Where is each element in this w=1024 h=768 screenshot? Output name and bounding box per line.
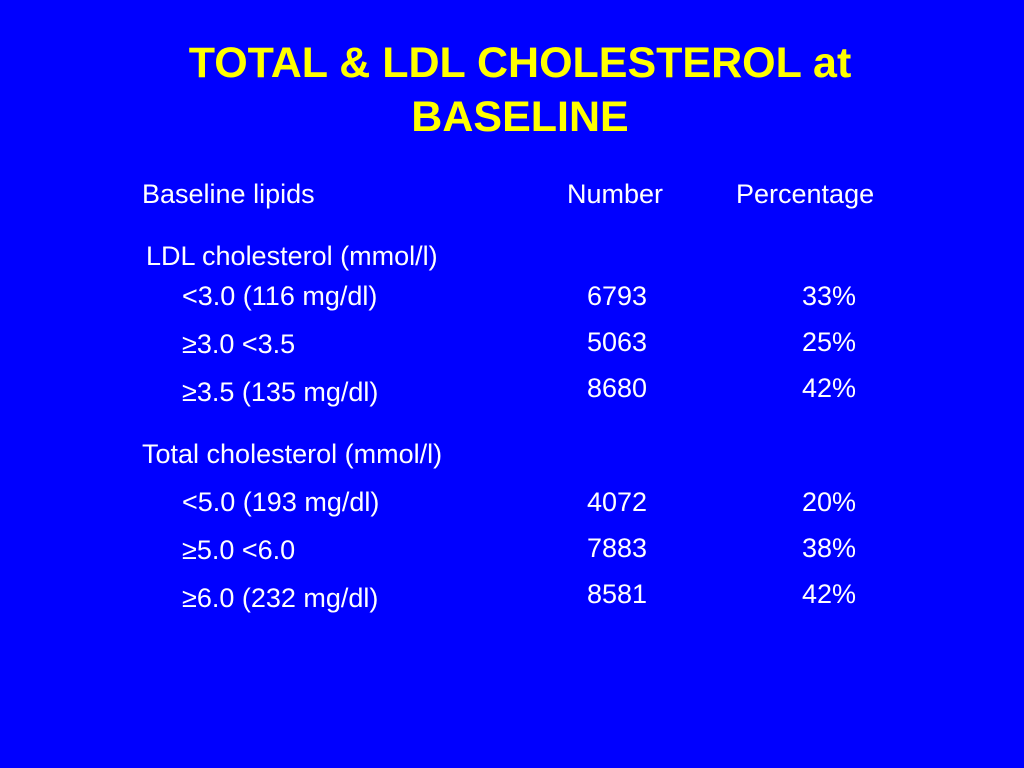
- ldl-row-1-percentage: 33%: [801, 281, 856, 311]
- ldl-row-1-number: 6793: [587, 281, 648, 311]
- ldl-row-3-percentage: 42%: [801, 373, 856, 403]
- ldl-row-2-label: ≥3.0 <3.5: [182, 329, 296, 359]
- ldl-row-1-label: <3.0 (116 mg/dl): [182, 281, 378, 311]
- total-row-3-percentage: 42%: [801, 579, 856, 609]
- total-row-1-percentage: 20%: [801, 487, 856, 517]
- total-row-2-label: ≥5.0 <6.0: [182, 535, 296, 565]
- total-section-heading: Total cholesterol (mmol/l): [142, 439, 443, 469]
- total-row-3-label: ≥6.0 (232 mg/dl): [182, 583, 379, 613]
- ldl-row-2-number: 5063: [587, 327, 648, 357]
- column-header-lipids: Baseline lipids: [142, 179, 315, 209]
- ldl-row-3-label: ≥3.5 (135 mg/dl): [182, 377, 379, 407]
- column-header-number: Number: [567, 179, 664, 209]
- total-row-2-number: 7883: [587, 533, 648, 563]
- slide-title: TOTAL & LDL CHOLESTEROL at BASELINE: [0, 36, 1024, 144]
- ldl-row-2-percentage: 25%: [801, 327, 856, 357]
- title-line-1: TOTAL & LDL CHOLESTEROL at: [188, 39, 852, 87]
- total-row-2-percentage: 38%: [801, 533, 856, 563]
- total-row-3-number: 8581: [587, 579, 648, 609]
- total-row-1-number: 4072: [587, 487, 648, 517]
- ldl-row-3-number: 8680: [587, 373, 648, 403]
- total-row-1-label: <5.0 (193 mg/dl): [182, 487, 380, 517]
- ldl-section-heading: LDL cholesterol (mmol/l): [146, 241, 438, 271]
- column-header-percentage: Percentage: [736, 179, 875, 209]
- title-line-2: BASELINE: [411, 93, 629, 141]
